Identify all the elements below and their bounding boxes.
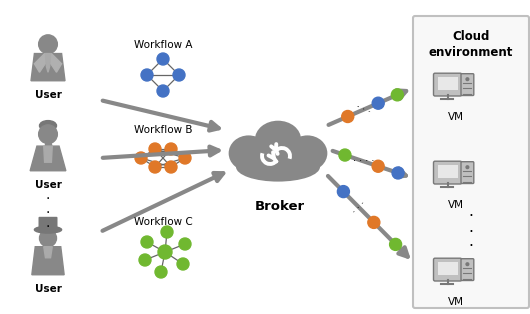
Circle shape xyxy=(466,78,469,81)
Circle shape xyxy=(173,69,185,81)
Ellipse shape xyxy=(245,147,281,174)
Ellipse shape xyxy=(236,152,320,181)
Circle shape xyxy=(392,167,404,179)
Circle shape xyxy=(466,263,469,266)
Circle shape xyxy=(139,254,151,266)
Polygon shape xyxy=(34,54,48,72)
Polygon shape xyxy=(44,146,52,162)
Text: Workflow B: Workflow B xyxy=(134,125,192,135)
Text: VM: VM xyxy=(448,200,464,210)
Ellipse shape xyxy=(34,226,61,233)
Circle shape xyxy=(368,216,380,228)
Circle shape xyxy=(157,53,169,65)
Text: VM: VM xyxy=(448,297,464,307)
Text: Workflow A: Workflow A xyxy=(134,40,192,50)
Circle shape xyxy=(141,69,153,81)
Bar xyxy=(438,165,457,178)
Ellipse shape xyxy=(40,121,57,131)
Bar xyxy=(438,263,457,275)
Circle shape xyxy=(155,266,167,278)
FancyBboxPatch shape xyxy=(461,162,474,183)
Circle shape xyxy=(390,238,402,250)
FancyBboxPatch shape xyxy=(434,73,462,96)
Bar xyxy=(438,77,457,90)
Circle shape xyxy=(157,85,169,97)
Circle shape xyxy=(39,35,57,54)
Circle shape xyxy=(161,226,173,238)
Circle shape xyxy=(339,149,351,161)
Text: User: User xyxy=(34,90,61,100)
Ellipse shape xyxy=(287,135,328,171)
FancyBboxPatch shape xyxy=(461,259,474,280)
Circle shape xyxy=(372,97,384,109)
FancyBboxPatch shape xyxy=(434,258,462,281)
Circle shape xyxy=(39,125,57,143)
Circle shape xyxy=(466,166,469,169)
Circle shape xyxy=(372,160,384,172)
Circle shape xyxy=(177,258,189,270)
Circle shape xyxy=(391,89,403,101)
Circle shape xyxy=(342,111,354,122)
Text: User: User xyxy=(34,180,61,190)
FancyBboxPatch shape xyxy=(434,161,462,184)
Circle shape xyxy=(338,186,349,198)
Circle shape xyxy=(179,238,191,250)
Text: User: User xyxy=(34,284,61,294)
Polygon shape xyxy=(32,247,64,275)
Ellipse shape xyxy=(275,147,311,174)
Text: Cloud
environment: Cloud environment xyxy=(429,30,513,59)
FancyBboxPatch shape xyxy=(461,74,474,95)
Circle shape xyxy=(149,143,161,155)
Polygon shape xyxy=(46,54,50,72)
FancyBboxPatch shape xyxy=(39,217,57,231)
Circle shape xyxy=(165,143,177,155)
Text: Broker: Broker xyxy=(255,200,305,213)
Text: · · ·: · · · xyxy=(350,198,368,216)
Polygon shape xyxy=(48,54,61,72)
Circle shape xyxy=(40,230,57,247)
Text: ·
·
·: · · · xyxy=(46,192,50,234)
Text: VM: VM xyxy=(448,112,464,122)
Circle shape xyxy=(179,152,191,164)
Bar xyxy=(46,143,50,146)
Text: · · ·: · · · xyxy=(355,102,373,117)
Polygon shape xyxy=(30,146,66,171)
Ellipse shape xyxy=(228,135,269,171)
Polygon shape xyxy=(31,54,65,81)
Text: · · · ·: · · · · xyxy=(352,156,374,166)
Circle shape xyxy=(149,161,161,173)
Circle shape xyxy=(141,236,153,248)
Circle shape xyxy=(158,245,172,259)
Polygon shape xyxy=(44,247,52,258)
Text: Workflow C: Workflow C xyxy=(134,217,192,227)
FancyBboxPatch shape xyxy=(413,16,529,308)
Circle shape xyxy=(165,161,177,173)
Text: ·
·
·: · · · xyxy=(469,209,473,255)
Circle shape xyxy=(135,152,147,164)
Ellipse shape xyxy=(255,121,301,159)
